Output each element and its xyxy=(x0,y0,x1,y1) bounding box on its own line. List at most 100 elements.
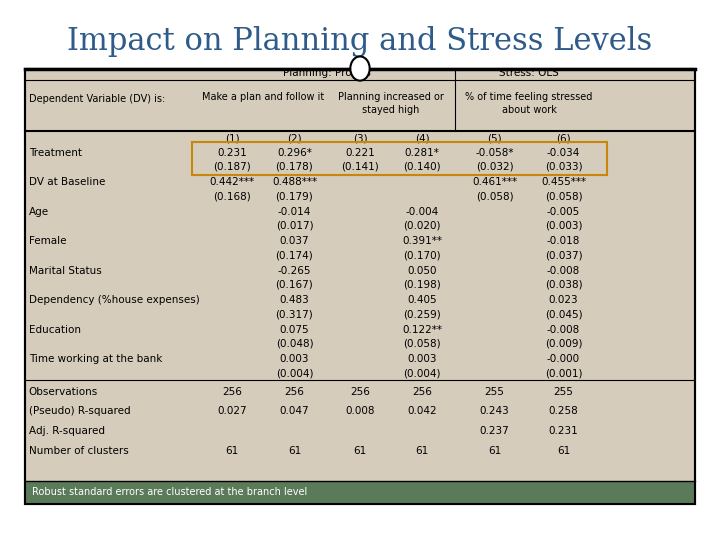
Text: DV at Baseline: DV at Baseline xyxy=(29,177,105,187)
Text: 0.461***: 0.461*** xyxy=(472,177,517,187)
FancyBboxPatch shape xyxy=(25,481,695,504)
Text: (0.032): (0.032) xyxy=(476,161,513,172)
Text: 61: 61 xyxy=(557,446,570,456)
Text: (0.179): (0.179) xyxy=(276,191,313,201)
Text: Planning increased or
stayed high: Planning increased or stayed high xyxy=(338,92,444,115)
Text: 0.483: 0.483 xyxy=(279,295,310,305)
Text: (0.004): (0.004) xyxy=(403,368,441,379)
Text: (0.174): (0.174) xyxy=(276,250,313,260)
Text: Adj. R-squared: Adj. R-squared xyxy=(29,427,105,436)
Text: -0.034: -0.034 xyxy=(547,147,580,158)
Text: Time working at the bank: Time working at the bank xyxy=(29,354,162,364)
Text: 0.003: 0.003 xyxy=(408,354,437,364)
FancyBboxPatch shape xyxy=(25,69,695,504)
Text: (Pseudo) R-squared: (Pseudo) R-squared xyxy=(29,407,130,416)
Text: Robust standard errors are clustered at the branch level: Robust standard errors are clustered at … xyxy=(32,488,307,497)
Text: -0.018: -0.018 xyxy=(547,236,580,246)
Text: (0.004): (0.004) xyxy=(276,368,313,379)
Text: (3): (3) xyxy=(353,133,367,143)
Text: % of time feeling stressed
about work: % of time feeling stressed about work xyxy=(465,92,593,115)
Text: Age: Age xyxy=(29,207,49,217)
Ellipse shape xyxy=(351,57,369,80)
Text: Female: Female xyxy=(29,236,66,246)
Text: (0.178): (0.178) xyxy=(276,161,313,172)
Text: (0.168): (0.168) xyxy=(214,191,251,201)
Text: (0.048): (0.048) xyxy=(276,339,313,349)
Text: 0.042: 0.042 xyxy=(408,407,437,416)
Text: Education: Education xyxy=(29,325,81,335)
Text: 256: 256 xyxy=(222,387,243,396)
Text: -0.014: -0.014 xyxy=(278,207,311,217)
Text: Treatment: Treatment xyxy=(29,147,82,158)
Text: (0.001): (0.001) xyxy=(545,368,582,379)
Text: 256: 256 xyxy=(284,387,305,396)
Text: 0.037: 0.037 xyxy=(279,236,310,246)
Text: (5): (5) xyxy=(487,133,502,143)
Text: (0.141): (0.141) xyxy=(341,161,379,172)
Text: 61: 61 xyxy=(354,446,366,456)
Text: 255: 255 xyxy=(485,387,505,396)
Text: (0.045): (0.045) xyxy=(545,309,582,319)
Text: 0.455***: 0.455*** xyxy=(541,177,586,187)
Text: Observations: Observations xyxy=(29,387,98,396)
Text: (0.037): (0.037) xyxy=(545,250,582,260)
Text: 61: 61 xyxy=(488,446,501,456)
Text: (0.020): (0.020) xyxy=(403,220,441,231)
Text: 0.258: 0.258 xyxy=(549,407,578,416)
Text: (0.003): (0.003) xyxy=(545,220,582,231)
Text: 256: 256 xyxy=(412,387,432,396)
Text: (0.009): (0.009) xyxy=(545,339,582,349)
Text: (2): (2) xyxy=(287,133,302,143)
Text: 61: 61 xyxy=(288,446,301,456)
Text: (0.187): (0.187) xyxy=(214,161,251,172)
Text: (0.017): (0.017) xyxy=(276,220,313,231)
Text: (0.198): (0.198) xyxy=(403,280,441,289)
Text: 0.023: 0.023 xyxy=(549,295,578,305)
Text: 256: 256 xyxy=(350,387,370,396)
Text: (4): (4) xyxy=(415,133,429,143)
Text: 255: 255 xyxy=(554,387,573,396)
Text: 61: 61 xyxy=(415,446,428,456)
Text: Make a plan and follow it: Make a plan and follow it xyxy=(202,92,325,103)
Text: 0.488***: 0.488*** xyxy=(272,177,317,187)
Text: 0.243: 0.243 xyxy=(480,407,510,416)
Text: (0.167): (0.167) xyxy=(276,280,313,289)
Text: 0.003: 0.003 xyxy=(279,354,309,364)
Text: 0.296*: 0.296* xyxy=(277,147,312,158)
Text: -0.004: -0.004 xyxy=(405,207,438,217)
Text: 0.008: 0.008 xyxy=(346,407,374,416)
Text: 0.027: 0.027 xyxy=(217,407,247,416)
Text: (0.259): (0.259) xyxy=(403,309,441,319)
Text: 0.050: 0.050 xyxy=(408,266,437,276)
Text: 0.231: 0.231 xyxy=(217,147,247,158)
Text: (0.058): (0.058) xyxy=(476,191,513,201)
Text: -0.005: -0.005 xyxy=(547,207,580,217)
Text: (0.058): (0.058) xyxy=(403,339,441,349)
Text: Impact on Planning and Stress Levels: Impact on Planning and Stress Levels xyxy=(68,25,652,57)
Text: (6): (6) xyxy=(557,133,571,143)
Text: (0.033): (0.033) xyxy=(545,161,582,172)
Text: Dependency (%house expenses): Dependency (%house expenses) xyxy=(29,295,199,305)
Text: -0.265: -0.265 xyxy=(278,266,311,276)
Text: 0.237: 0.237 xyxy=(480,427,510,436)
Text: -0.008: -0.008 xyxy=(547,266,580,276)
Text: 0.281*: 0.281* xyxy=(405,147,439,158)
Text: Planning: Probits: Planning: Probits xyxy=(283,68,372,78)
Text: Dependent Variable (DV) is:: Dependent Variable (DV) is: xyxy=(29,94,165,104)
Text: (0.058): (0.058) xyxy=(545,191,582,201)
Text: 0.047: 0.047 xyxy=(279,407,310,416)
Text: 0.122**: 0.122** xyxy=(402,325,442,335)
Text: (1): (1) xyxy=(225,133,240,143)
Text: (0.170): (0.170) xyxy=(403,250,441,260)
Text: Number of clusters: Number of clusters xyxy=(29,446,129,456)
Text: -0.000: -0.000 xyxy=(547,354,580,364)
Text: -0.058*: -0.058* xyxy=(475,147,514,158)
Text: -0.008: -0.008 xyxy=(547,325,580,335)
Text: (0.038): (0.038) xyxy=(545,280,582,289)
Text: 0.405: 0.405 xyxy=(408,295,437,305)
Text: 61: 61 xyxy=(226,446,239,456)
Text: (0.140): (0.140) xyxy=(403,161,441,172)
Text: 0.442***: 0.442*** xyxy=(210,177,255,187)
Text: (0.317): (0.317) xyxy=(276,309,313,319)
Text: 0.221: 0.221 xyxy=(345,147,375,158)
